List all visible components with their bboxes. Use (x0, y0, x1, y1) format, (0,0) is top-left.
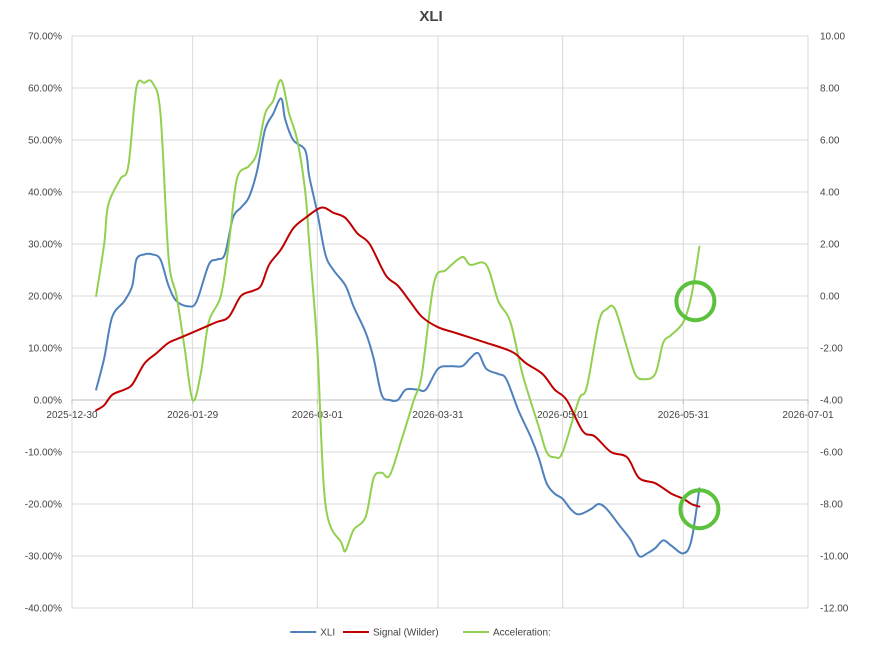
x-tick-label: 2026-07-01 (782, 410, 834, 421)
y-right-tick-label: 4.00 (820, 188, 840, 199)
y-left-tick-label: -10.00% (25, 448, 62, 459)
left-axis: 70.00% 60.00% 50.00% 40.00% 30.00% 20.00% 10.0… (25, 32, 62, 615)
legend: XLI Signal (Wilder) Acceleration: (290, 628, 551, 639)
y-right-tick-label: 0.00 (820, 292, 840, 303)
y-right-tick-label: -8.00 (820, 500, 843, 511)
y-left-tick-label: 70.00% (28, 32, 62, 43)
legend-label: Signal (Wilder) (373, 628, 439, 639)
x-axis: 2025-12-30 2026-01-29 2026-03-01 2026-03-31… (46, 400, 834, 421)
series-line-acceleration (95, 79, 701, 553)
y-right-tick-label: -6.00 (820, 448, 843, 459)
highlight-circle (678, 488, 721, 531)
series-line-signal-wilder (95, 206, 701, 508)
y-right-tick-label: -2.00 (820, 344, 843, 355)
legend-label: XLI (320, 628, 335, 639)
chart-title: XLI (419, 8, 442, 25)
y-left-tick-label: -40.00% (25, 604, 62, 615)
series-line-xli (95, 97, 701, 558)
y-left-tick-label: 0.00% (34, 396, 62, 407)
y-left-tick-label: 40.00% (28, 188, 62, 199)
y-left-tick-label: 20.00% (28, 292, 62, 303)
y-left-tick-label: 30.00% (28, 240, 62, 251)
annotations (674, 280, 721, 531)
x-tick-label: 2025-12-30 (46, 410, 98, 421)
y-left-tick-label: 50.00% (28, 136, 62, 147)
series (95, 79, 701, 558)
y-right-tick-label: -10.00 (820, 552, 849, 563)
y-left-tick-label: -30.00% (25, 552, 62, 563)
x-tick-label: 2026-03-31 (412, 410, 464, 421)
highlight-circle (674, 280, 717, 323)
y-left-tick-label: 60.00% (28, 84, 62, 95)
y-left-tick-label: -20.00% (25, 500, 62, 511)
y-right-tick-label: 2.00 (820, 240, 840, 251)
y-right-tick-label: 6.00 (820, 136, 840, 147)
y-right-tick-label: -4.00 (820, 396, 843, 407)
y-right-tick-label: 10.00 (820, 32, 845, 43)
x-tick-label: 2026-05-31 (658, 410, 710, 421)
x-tick-label: 2026-05-01 (537, 410, 589, 421)
x-tick-label: 2026-01-29 (167, 410, 219, 421)
y-right-tick-label: -12.00 (820, 604, 849, 615)
x-tick-label: 2026-03-01 (292, 410, 344, 421)
y-left-tick-label: 10.00% (28, 344, 62, 355)
legend-label: Acceleration: (493, 628, 551, 639)
y-right-tick-label: 8.00 (820, 84, 840, 95)
right-axis: 10.00 8.00 6.00 4.00 2.00 0.00 -2.00 -4.00 -6.00… (820, 32, 849, 615)
